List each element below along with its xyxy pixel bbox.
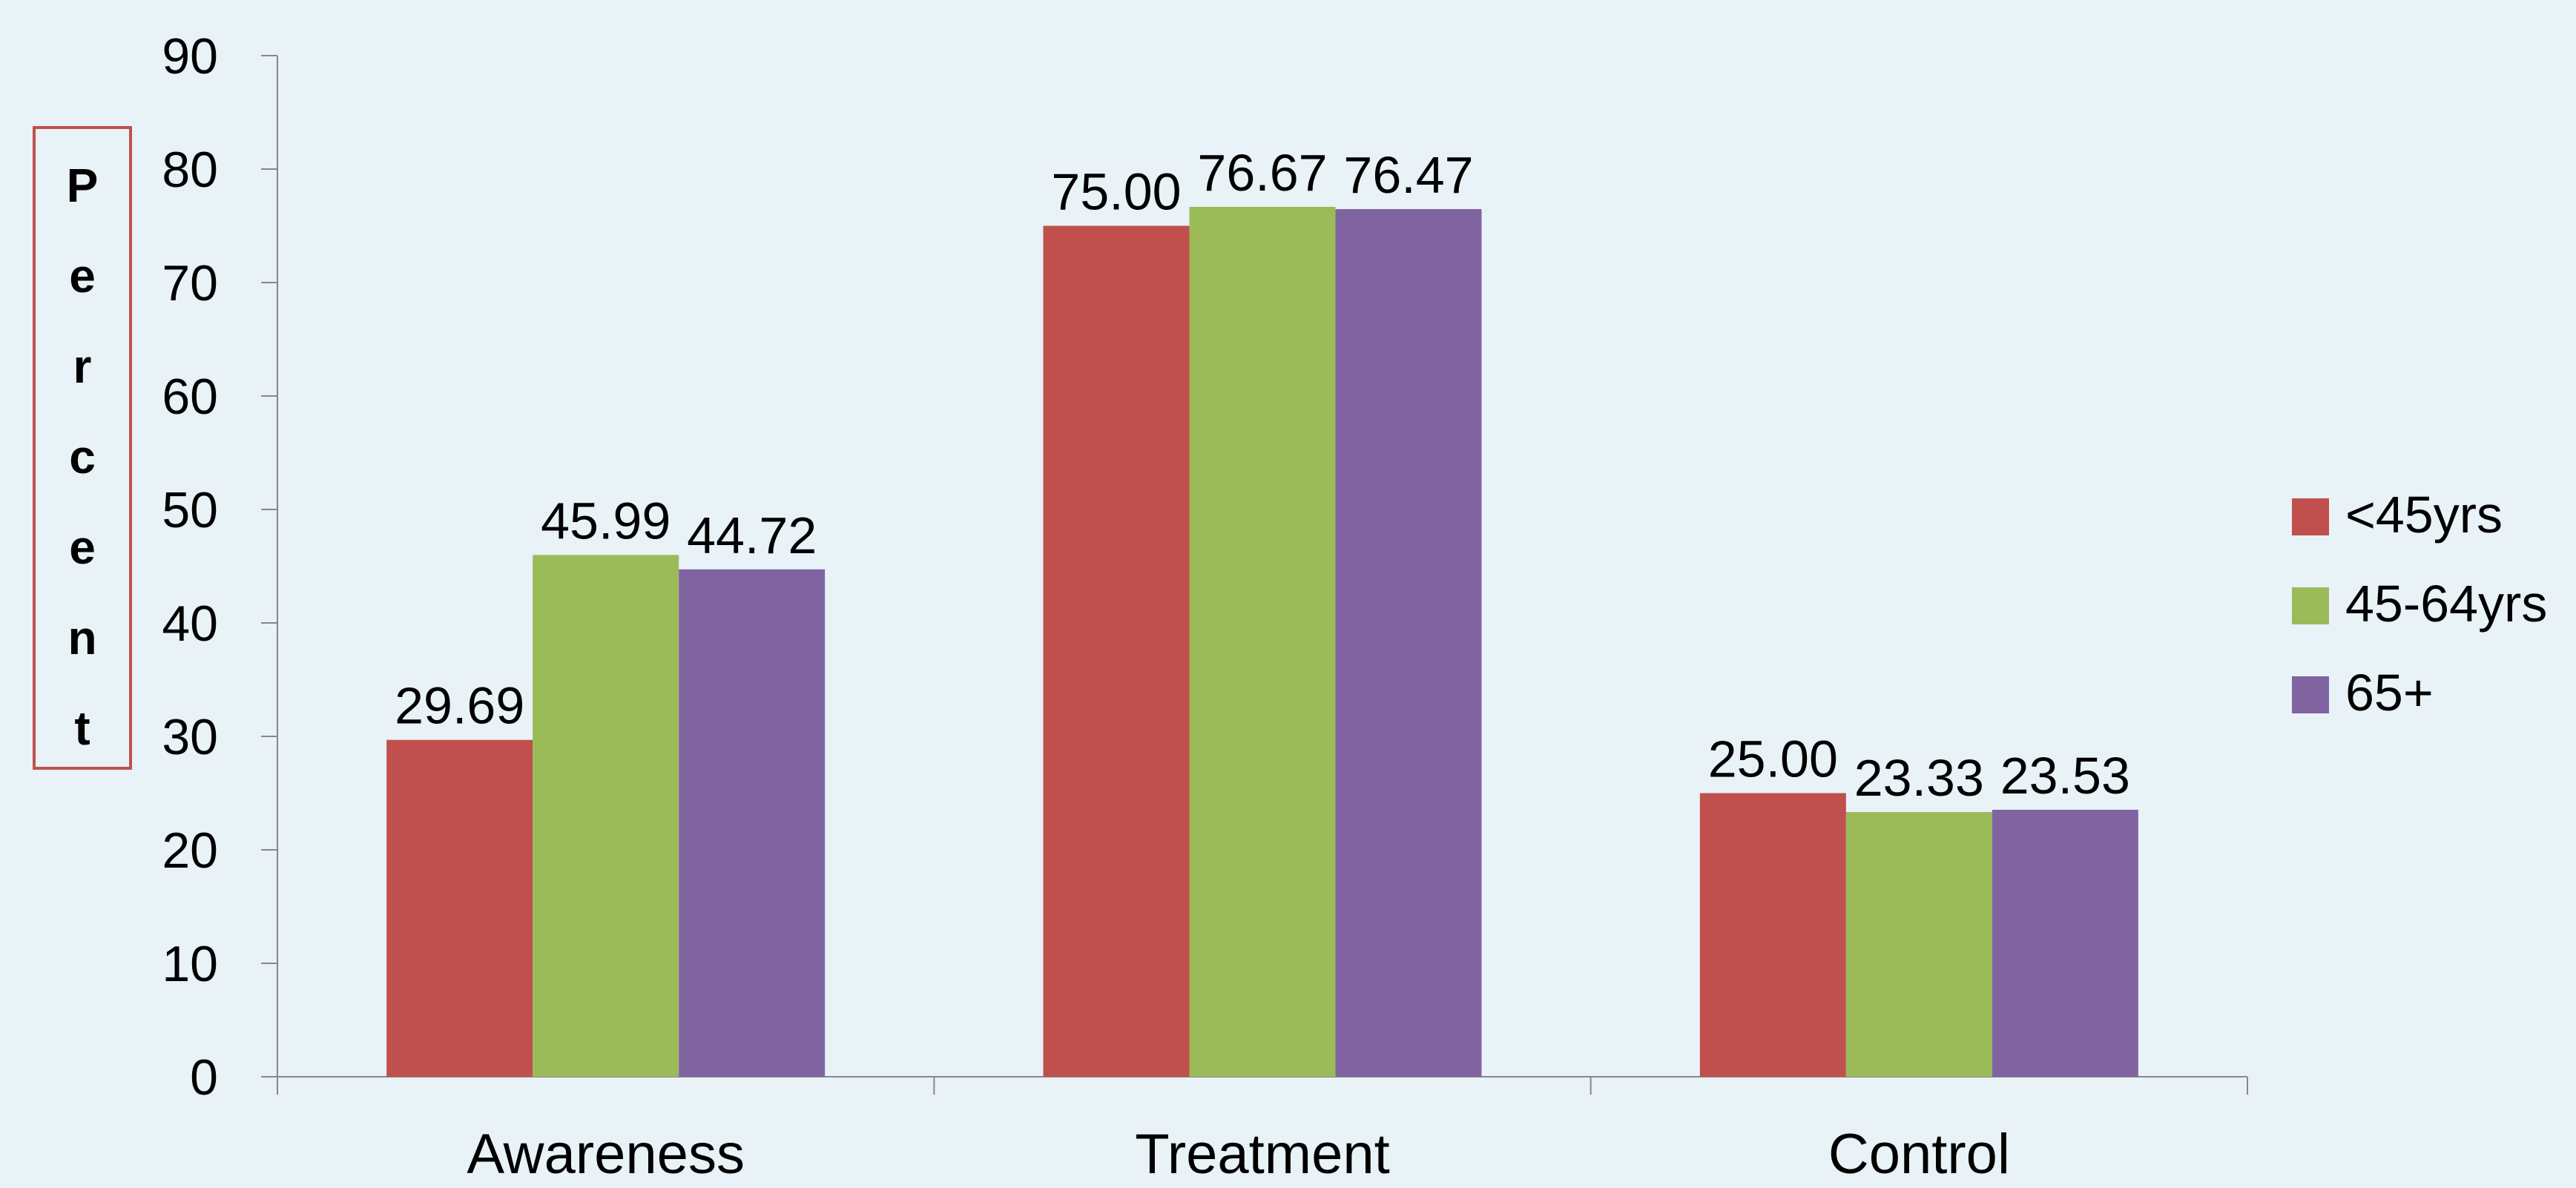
- data-label: 45.99: [541, 492, 671, 550]
- y-tick-label: 70: [162, 255, 218, 311]
- data-labels: 29.69 45.99 44.72 75.00 76.67 76.47 25.00 23.33…: [395, 144, 2130, 807]
- bar: [679, 569, 826, 1077]
- y-axis-label-letter: r: [73, 340, 92, 393]
- data-label: 76.67: [1197, 144, 1327, 202]
- data-label: 23.33: [1854, 749, 1984, 807]
- y-axis-label-letter: t: [74, 702, 90, 755]
- y-tick-label: 90: [162, 28, 218, 85]
- y-axis-label-letter: c: [69, 430, 96, 484]
- data-label: 29.69: [395, 677, 524, 735]
- y-axis-label-letter: e: [69, 521, 96, 574]
- x-tick-label: Control: [1828, 1123, 2010, 1184]
- y-tick-label: 30: [162, 709, 218, 765]
- y-tick-label: 0: [190, 1049, 218, 1106]
- bar: [1189, 206, 1336, 1078]
- legend-swatch: [2292, 587, 2329, 624]
- bar: [1992, 809, 2138, 1077]
- bars: [386, 206, 2138, 1078]
- legend-label: 65+: [2345, 664, 2434, 722]
- bar: [1845, 812, 1992, 1077]
- y-axis-label-letter: P: [67, 159, 99, 212]
- x-tick-label: Treatment: [1135, 1123, 1390, 1184]
- data-label: 44.72: [687, 506, 817, 564]
- bar: [1043, 225, 1190, 1077]
- legend-label: <45yrs: [2345, 486, 2503, 544]
- y-axis-label-box: [33, 126, 132, 770]
- y-tick-label: 20: [162, 822, 218, 879]
- legend-label: 45-64yrs: [2345, 575, 2547, 633]
- y-tick-label: 60: [162, 369, 218, 425]
- legend: <45yrs 45-64yrs 65+: [2292, 486, 2547, 722]
- y-axis-label-letter: n: [67, 611, 96, 664]
- data-label: 76.47: [1343, 146, 1473, 204]
- bar: [1335, 209, 1482, 1077]
- bar: [386, 739, 533, 1077]
- legend-swatch: [2292, 498, 2329, 535]
- bar: [533, 555, 679, 1077]
- data-label: 75.00: [1051, 163, 1181, 221]
- y-tick-label: 40: [162, 595, 218, 652]
- bar: [1699, 793, 1846, 1077]
- axes: 0 10 20 30 40 50 60 70 80 90 Awareness Treatment Con…: [162, 28, 2248, 1186]
- legend-swatch: [2292, 676, 2329, 713]
- x-tick-label: Awareness: [467, 1123, 745, 1184]
- y-tick-label: 80: [162, 142, 218, 198]
- data-label: 25.00: [1708, 730, 1838, 788]
- data-label: 23.53: [2000, 747, 2130, 805]
- y-tick-label: 50: [162, 482, 218, 538]
- y-tick-label: 10: [162, 936, 218, 992]
- y-axis-label-letter: e: [69, 249, 96, 303]
